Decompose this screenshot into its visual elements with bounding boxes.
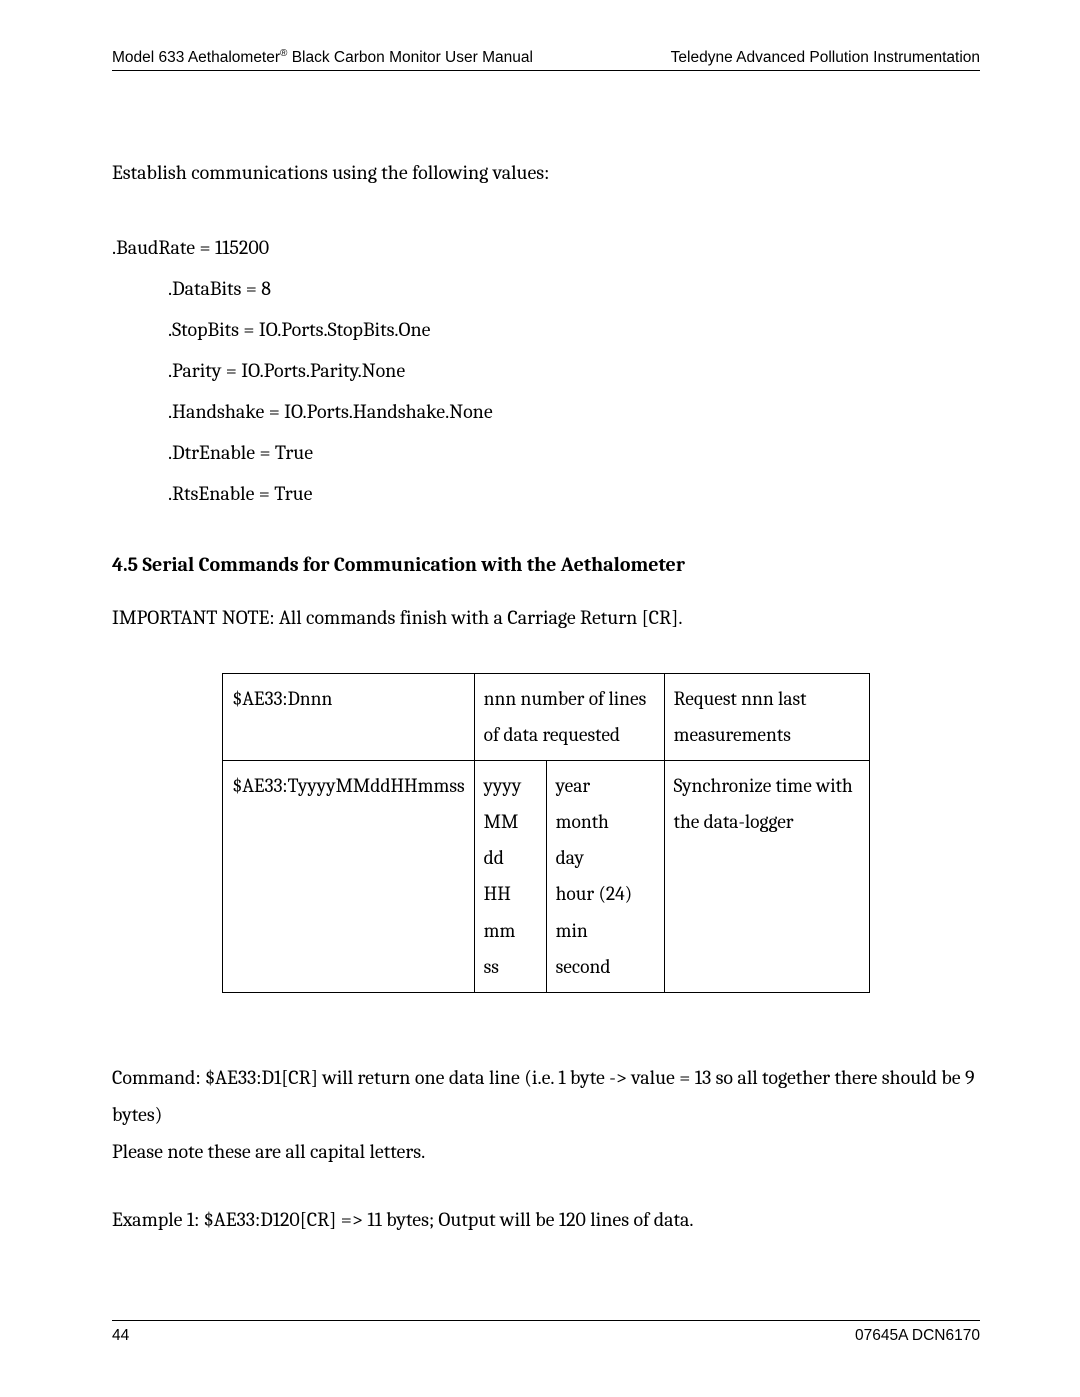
setting-databits: .DataBits = 8 [168, 273, 980, 304]
desc-cell: Request nnn last measurements [664, 674, 869, 761]
desc-cell: Synchronize time with the data-logger [664, 761, 869, 992]
param-meaning: second [556, 949, 655, 985]
serial-commands-table: $AE33:Dnnn nnn number of lines of data r… [222, 673, 869, 993]
param-meaning: hour (24) [556, 876, 655, 912]
table-row: $AE33:TyyyyMMddHHmmss yyyy MM dd HH mm s… [223, 761, 869, 992]
param-meaning: day [556, 840, 655, 876]
port-settings-list: .DataBits = 8 .StopBits = IO.Ports.StopB… [112, 273, 980, 509]
setting-dtrenable: .DtrEnable = True [168, 437, 980, 468]
setting-handshake: .Handshake = IO.Ports.Handshake.None [168, 396, 980, 427]
param-meaning: min [556, 913, 655, 949]
param-code: ss [484, 949, 537, 985]
param-cell: nnn number of lines of data requested [474, 674, 664, 761]
cmd-cell: $AE33:TyyyyMMddHHmmss [223, 761, 474, 992]
param-code-cell: yyyy MM dd HH mm ss [474, 761, 546, 992]
cmd-cell: $AE33:Dnnn [223, 674, 474, 761]
page-header: Model 633 Aethalometer® Black Carbon Mon… [112, 48, 980, 71]
header-left-pre: Model 633 Aethalometer [112, 49, 280, 66]
param-code: mm [484, 913, 537, 949]
section-heading: 4.5 Serial Commands for Communication wi… [112, 553, 980, 576]
page-footer: 44 07645A DCN6170 [112, 1320, 980, 1345]
param-code: yyyy [484, 768, 537, 804]
setting-stopbits: .StopBits = IO.Ports.StopBits.One [168, 314, 980, 345]
page-number: 44 [112, 1327, 129, 1345]
header-right: Teledyne Advanced Pollution Instrumentat… [671, 49, 980, 67]
important-note: IMPORTANT NOTE: All commands finish with… [112, 602, 980, 633]
setting-rtsenable: .RtsEnable = True [168, 478, 980, 509]
header-left: Model 633 Aethalometer® Black Carbon Mon… [112, 48, 533, 67]
baud-setting: .BaudRate = 115200 [112, 232, 980, 263]
table-row: $AE33:Dnnn nnn number of lines of data r… [223, 674, 869, 761]
param-meaning-cell: year month day hour (24) min second [546, 761, 664, 992]
explanation-line-1: Command: $AE33:D1[CR] will return one da… [112, 1059, 980, 1133]
setting-parity: .Parity = IO.Ports.Parity.None [168, 355, 980, 386]
param-meaning: year [556, 768, 655, 804]
param-code: MM [484, 804, 537, 840]
intro-text: Establish communications using the follo… [112, 157, 980, 188]
param-code: HH [484, 876, 537, 912]
param-meaning: month [556, 804, 655, 840]
param-code: dd [484, 840, 537, 876]
command-explanation: Command: $AE33:D1[CR] will return one da… [112, 1059, 980, 1170]
example-1: Example 1: $AE33:D120[CR] => 11 bytes; O… [112, 1204, 980, 1235]
doc-number: 07645A DCN6170 [855, 1327, 980, 1345]
header-left-post: Black Carbon Monitor User Manual [287, 49, 533, 66]
explanation-line-2: Please note these are all capital letter… [112, 1133, 980, 1170]
